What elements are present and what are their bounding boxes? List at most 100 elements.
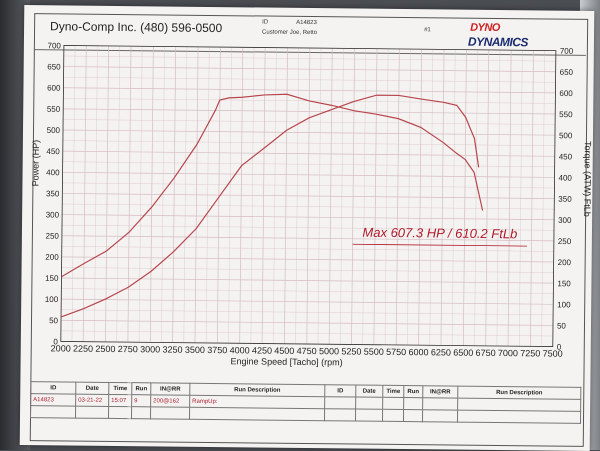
grid-line-horizontal (63, 108, 556, 115)
dyno-printout-sheet: Dyno-Comp Inc. (480) 596-0500 ID A14823 … (19, 5, 595, 451)
col-time: Time (108, 382, 132, 395)
x-tick-label: 2500 (95, 344, 115, 354)
col-run-right: Run (403, 385, 423, 398)
grid-line-horizontal (62, 140, 555, 146)
grid-line-horizontal (61, 319, 553, 326)
y-tick-label: 350 (46, 189, 60, 198)
y-right-tick-label: 0 (557, 343, 562, 352)
row-id: A14823 (30, 393, 76, 407)
x-tick-label: 2750 (118, 344, 138, 354)
grid-line-horizontal (60, 330, 553, 337)
grid-line-horizontal (61, 288, 554, 294)
y-right-tick-label: 400 (558, 173, 572, 182)
row-empty (150, 406, 190, 420)
plot-frame (60, 45, 557, 347)
y-right-tick-label: 200 (558, 258, 572, 267)
row-empty (403, 397, 423, 410)
row-empty (324, 408, 356, 422)
y-tick-label: 450 (46, 147, 60, 156)
y-tick-label: 400 (46, 168, 60, 177)
y-tick-label: 500 (47, 126, 61, 135)
grid-line-horizontal (62, 224, 554, 231)
grid-line-horizontal (63, 66, 556, 73)
col-inrr: IN@RR (150, 382, 190, 396)
y-axis-label-left: Power (HP) (30, 140, 40, 187)
grid-line-horizontal (62, 193, 555, 199)
y-right-tick-label: 100 (557, 300, 571, 309)
y-right-tick-label: 650 (560, 68, 574, 77)
col-id-right: ID (324, 384, 356, 398)
row-empty (403, 409, 423, 422)
grid-line-horizontal (62, 150, 555, 157)
x-tick-label: 2250 (73, 344, 93, 354)
y-right-tick-label: 350 (558, 195, 572, 204)
grid-line-horizontal (63, 76, 556, 83)
x-tick-label: 3750 (207, 345, 227, 355)
x-axis-label: Engine Speed [Tacho] (rpm) (231, 356, 343, 367)
y-tick-label: 100 (45, 295, 59, 304)
x-tick-label: 6250 (431, 347, 451, 357)
y-right-tick-label: 450 (559, 152, 573, 161)
grid-line-horizontal (61, 298, 554, 305)
x-tick-label: 3500 (185, 345, 205, 355)
row-empty (422, 409, 458, 423)
col-date: Date (75, 382, 109, 395)
y-tick-label: 300 (46, 210, 60, 219)
series-line-torque (61, 93, 484, 278)
y-tick-label: 650 (47, 62, 61, 71)
grid-line-horizontal (63, 87, 556, 94)
x-tick-label: 3000 (140, 344, 160, 354)
row-empty (108, 406, 132, 419)
row-empty (457, 410, 581, 424)
grid-line-horizontal (61, 256, 554, 263)
row-run: 9 (131, 394, 151, 407)
row-date: 03-21-22 (75, 394, 109, 407)
grid-line-horizontal (61, 235, 554, 242)
x-tick-label: 6750 (476, 348, 496, 358)
x-tick-label: 4250 (252, 345, 272, 355)
annotation-underline (352, 243, 527, 247)
grid-line-horizontal (62, 203, 555, 210)
x-tick-label: 7250 (520, 348, 540, 358)
col-inrr-right: IN@RR (422, 385, 458, 399)
run-table: ID Date Time Run IN@RR Run Description I… (30, 381, 582, 424)
grid-line-horizontal (63, 55, 556, 62)
y-right-tick-label: 500 (559, 131, 573, 140)
x-tick-label: 2000 (51, 343, 71, 353)
x-tick-label: 7500 (543, 348, 563, 358)
row-empty (382, 397, 404, 410)
x-tick-label: 6500 (453, 348, 473, 358)
x-tick-label: 3250 (162, 344, 182, 354)
y-right-tick-label: 150 (557, 279, 571, 288)
col-date-right: Date (355, 385, 383, 398)
row-empty (422, 397, 458, 411)
x-tick-label: 4500 (274, 346, 294, 356)
y-right-tick-label: 50 (557, 321, 567, 330)
y-right-tick-label: 300 (558, 216, 572, 225)
y-tick-label: 150 (45, 274, 59, 283)
col-id: ID (30, 381, 76, 395)
y-tick-label: 50 (49, 316, 59, 325)
row-empty (75, 406, 109, 419)
y-right-tick-label: 550 (559, 110, 573, 119)
grid-line-horizontal (61, 277, 554, 284)
grid-line-horizontal (62, 161, 555, 168)
max-annotation: Max 607.3 HP / 610.2 FtLb (362, 225, 517, 242)
dyno-chart: 2000 2250 2500 2750 3000 3250 3500 3750 4000 4250… (30, 41, 593, 367)
y-right-tick-label: 700 (560, 47, 574, 56)
y-tick-label: 0 (53, 337, 58, 346)
row-empty (30, 405, 76, 419)
x-tick-label: 4750 (297, 346, 317, 356)
col-run: Run (131, 382, 151, 395)
row-time: 15:07 (108, 394, 132, 407)
row-empty (324, 396, 356, 410)
x-tick-label: 5250 (341, 346, 361, 356)
series-line-power (60, 94, 480, 318)
y-tick-label: 550 (47, 105, 61, 114)
x-tick-label: 5500 (364, 347, 384, 357)
y-right-tick-label: 600 (559, 89, 573, 98)
row-inrr: 200@162 (150, 394, 190, 408)
y-tick-label: 600 (47, 84, 61, 93)
x-tick-label: 5750 (386, 347, 406, 357)
x-tick-label: 6000 (408, 347, 428, 357)
